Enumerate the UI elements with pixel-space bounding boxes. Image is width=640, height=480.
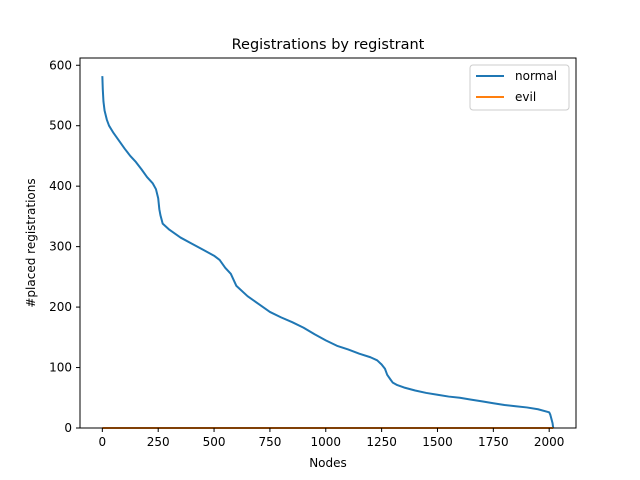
legend-label-evil: evil bbox=[515, 90, 536, 104]
chart-title: Registrations by registrant bbox=[232, 37, 425, 53]
y-tick-label: 0 bbox=[64, 421, 72, 435]
x-axis-label: Nodes bbox=[309, 456, 347, 470]
x-tick-label: 1000 bbox=[310, 435, 341, 449]
x-tick-label: 1250 bbox=[366, 435, 397, 449]
legend: normal evil bbox=[469, 64, 570, 111]
x-tick-label: 750 bbox=[258, 435, 281, 449]
x-tick-label: 1500 bbox=[422, 435, 453, 449]
x-tick-label: 1750 bbox=[478, 435, 509, 449]
x-tick-label: 250 bbox=[147, 435, 170, 449]
y-tick-label: 100 bbox=[49, 361, 72, 375]
x-tick-label: 0 bbox=[99, 435, 107, 449]
x-axis-ticks: 0 250 500 750 1000 1250 1500 1750 2000 bbox=[99, 428, 565, 449]
y-tick-label: 200 bbox=[49, 300, 72, 314]
y-tick-label: 400 bbox=[49, 179, 72, 193]
y-tick-label: 500 bbox=[49, 119, 72, 133]
axes-frame bbox=[79, 57, 577, 429]
x-tick-label: 500 bbox=[203, 435, 226, 449]
y-tick-label: 300 bbox=[49, 240, 72, 254]
x-tick-label: 2000 bbox=[534, 435, 565, 449]
legend-label-normal: normal bbox=[515, 69, 557, 83]
series-line-normal bbox=[101, 76, 555, 429]
y-axis-label: #placed registrations bbox=[24, 178, 38, 307]
y-axis-ticks: 0 100 200 300 400 500 600 bbox=[49, 58, 80, 435]
y-tick-label: 600 bbox=[49, 58, 72, 72]
